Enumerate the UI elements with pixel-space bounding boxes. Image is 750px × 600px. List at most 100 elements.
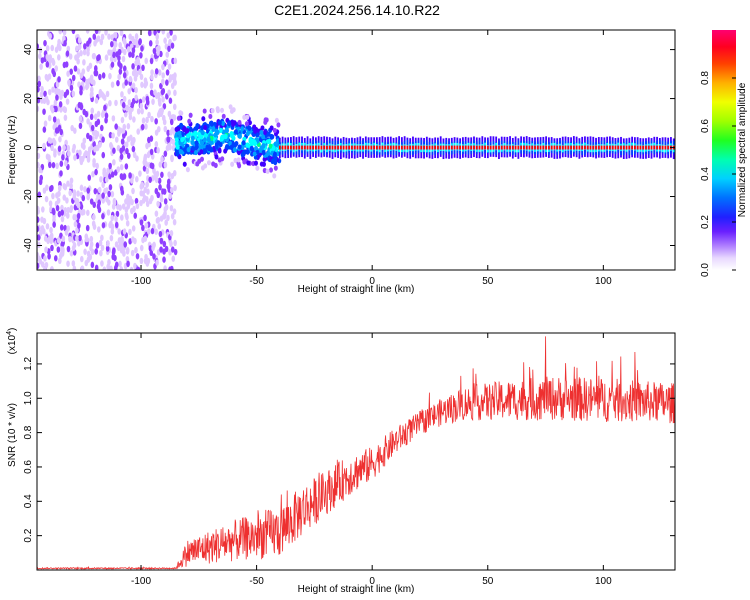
spectrogram-line-core: [301, 145, 303, 150]
spectrogram-band-cell: [209, 139, 214, 146]
spectrogram-noise-cell: [122, 38, 127, 45]
spectrogram-noise-cell: [86, 156, 91, 163]
spectrogram-noise-cell: [104, 112, 109, 119]
spectrogram-band-cell: [231, 107, 236, 113]
spectrogram-band-cell: [215, 129, 220, 135]
spectrogram-noise-cell: [139, 219, 144, 226]
spectrogram-noise-cell: [166, 178, 171, 186]
spectrogram-noise-cell: [119, 266, 124, 270]
spectrogram-line-core: [326, 145, 328, 150]
spectrogram-noise-cell: [102, 94, 107, 101]
spectrogram-line-core: [584, 145, 586, 150]
spectrogram-noise-cell: [60, 89, 65, 97]
spectrogram-band-cell: [186, 133, 191, 139]
spectrogram-noise-cell: [120, 91, 124, 98]
spectrogram-noise-cell: [83, 248, 87, 255]
spectrogram-noise-cell: [147, 111, 151, 119]
spectrogram-noise-cell: [88, 253, 93, 261]
spectrogram-noise-cell: [148, 245, 153, 252]
spectrogram-noise-cell: [41, 206, 45, 213]
spectrogram-noise-cell: [65, 89, 70, 96]
spectrogram-line-core: [642, 145, 645, 150]
spectrogram-x-tick-label: -100: [131, 276, 151, 287]
spectrogram-noise-cell: [143, 235, 148, 242]
spectrogram-line-core: [456, 145, 459, 150]
spectrogram-band-cell: [195, 122, 200, 129]
spectrogram-noise-cell: [110, 61, 115, 68]
spectrogram-band-cell: [268, 143, 273, 149]
spectrogram-noise-cell: [92, 213, 96, 221]
snr-y-ticks: 0.2 0.4 0.6 0.8 1.0 1.2: [23, 357, 675, 543]
spectrogram-band-cell: [200, 140, 205, 146]
spectrogram-noise-cell: [118, 42, 122, 49]
spectrogram-line-core: [489, 145, 492, 150]
spectrogram-noise-cell: [86, 132, 90, 140]
spectrogram-y-tick-label: 0: [23, 144, 34, 150]
spectrogram-band-cell: [245, 142, 250, 148]
spectrogram-noise-cell: [99, 249, 103, 257]
spectrogram-noise-cell: [39, 63, 43, 70]
spectrogram-noise-cell: [62, 30, 67, 36]
spectrogram-line-core: [323, 145, 326, 150]
spectrogram-band-cell: [187, 118, 192, 124]
spectrogram-noise-cell: [85, 30, 90, 34]
spectrogram-line-core: [525, 145, 528, 150]
spectrogram-noise-cell: [48, 161, 52, 169]
spectrogram-noise-cell: [111, 115, 116, 122]
spectrogram-noise-cell: [52, 208, 56, 216]
spectrogram-noise-cell: [128, 172, 132, 179]
spectrogram-line-core: [528, 145, 531, 150]
spectrogram-noise-cell: [100, 234, 104, 242]
spectrogram-band-cell: [225, 143, 230, 150]
spectrogram-band-cell: [223, 148, 228, 154]
spectrogram-band-cell: [208, 120, 213, 126]
spectrogram-noise-cell: [166, 32, 171, 39]
spectrogram-noise-cell: [84, 236, 89, 243]
spectrogram-line-core: [470, 145, 473, 150]
spectrogram-noise-cell: [94, 129, 98, 137]
spectrogram-line-core: [378, 145, 381, 150]
spectrogram-noise-cell: [126, 152, 131, 159]
snr-x-tick-label: -50: [249, 576, 264, 587]
spectrogram-line-core: [631, 145, 634, 150]
spectrogram-noise-cell: [37, 105, 40, 112]
spectrogram-line-core: [381, 145, 384, 150]
spectrogram-line-core: [636, 145, 639, 150]
spectrogram-noise-cell: [59, 170, 63, 177]
spectrogram-noise-cell: [69, 84, 74, 92]
spectrogram-noise-cell: [128, 238, 132, 245]
colorbar-tick-label: 0.8: [700, 71, 711, 85]
spectrogram-noise-cell: [158, 230, 163, 238]
spectrogram-noise-cell: [110, 214, 115, 222]
spectrogram-noise-cell: [135, 176, 139, 183]
spectrogram-noise-cell: [115, 203, 120, 210]
spectrogram-noise-cell: [132, 136, 136, 144]
spectrogram-line-core: [306, 145, 309, 150]
spectrogram-noise-cell: [109, 55, 114, 63]
spectrogram-line-core: [600, 145, 603, 150]
spectrogram-noise-cell: [90, 107, 95, 114]
spectrogram-line-core: [442, 145, 445, 150]
spectrogram-noise-cell: [125, 104, 130, 112]
spectrogram-band-cell: [272, 151, 277, 158]
spectrogram-line-core: [290, 145, 292, 150]
spectrogram-noise-cell: [109, 40, 114, 48]
spectrogram-noise-cell: [106, 263, 110, 270]
spectrogram-line-core: [611, 145, 614, 150]
spectrogram-noise-cell: [78, 115, 83, 122]
spectrogram-noise-cell: [159, 193, 163, 200]
spectrogram-line-core: [420, 145, 423, 150]
spectrogram-noise-cell: [89, 74, 94, 81]
spectrogram-noise-cell: [90, 124, 95, 132]
spectrogram-noise-cell: [89, 198, 94, 205]
spectrogram-noise-cell: [85, 78, 89, 86]
spectrogram-band-cell: [263, 117, 268, 123]
spectrogram-line-core: [625, 145, 628, 150]
spectrogram-noise-cell: [169, 118, 174, 126]
spectrogram-noise-cell: [163, 198, 168, 205]
spectrogram-noise-cell: [138, 39, 142, 46]
spectrogram-line-core: [353, 145, 356, 150]
spectrogram-line-core: [303, 145, 306, 150]
spectrogram-line-core: [362, 145, 364, 150]
spectrogram-line-core: [523, 145, 525, 150]
